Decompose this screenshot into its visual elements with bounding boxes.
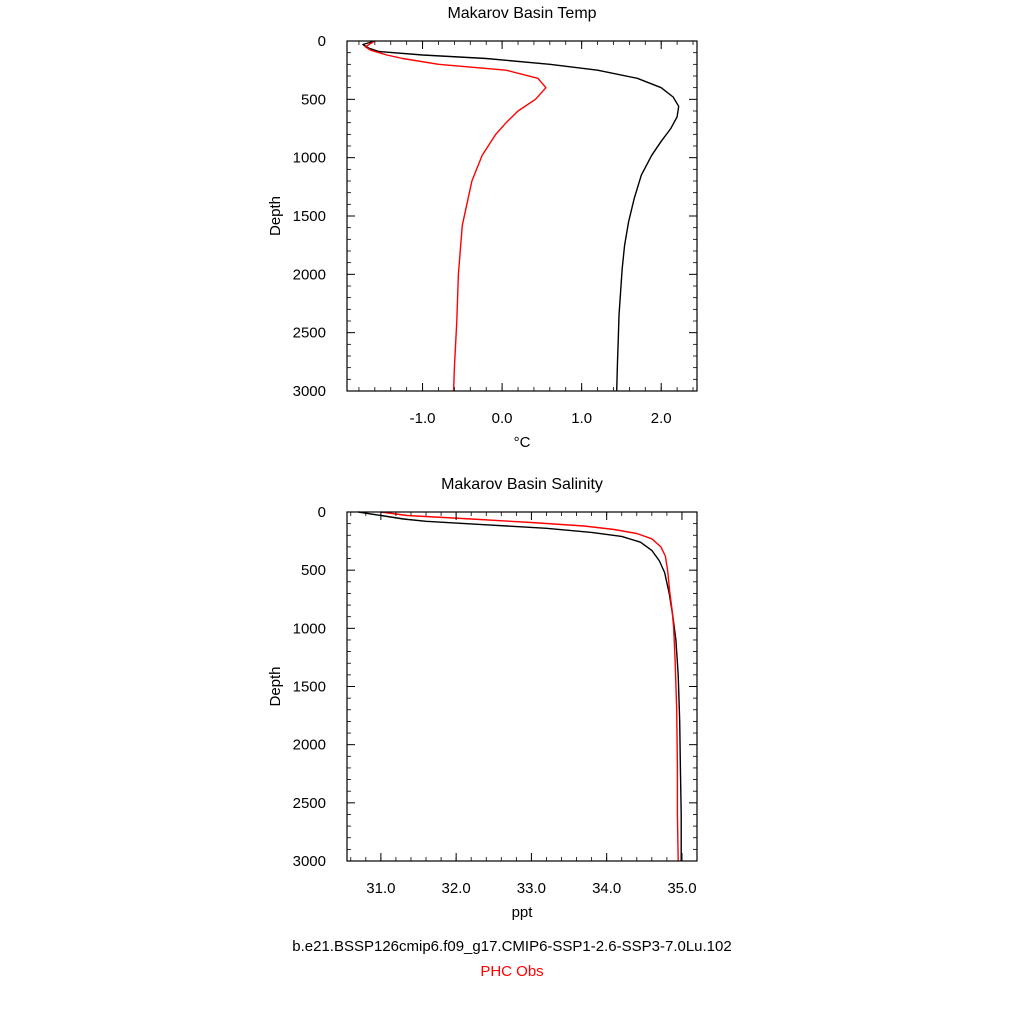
chart-title: Makarov Basin Temp <box>447 5 596 22</box>
y-tick-label: 2500 <box>293 325 326 342</box>
obs-label: PHC Obs <box>480 963 544 980</box>
y-tick-label: 3000 <box>293 853 326 870</box>
y-tick-label: 1500 <box>293 679 326 696</box>
x-axis-label: °C <box>514 434 531 451</box>
x-tick-label: 35.0 <box>667 880 696 897</box>
chart-title: Makarov Basin Salinity <box>441 476 603 493</box>
series-line-1 <box>364 40 547 392</box>
x-tick-label: 31.0 <box>366 880 395 897</box>
y-tick-label: 0 <box>318 504 326 521</box>
temperature-panel: -1.0 0.0 1.0 2.0 0 500 1000 1500 2000 2500 3000 Mak… <box>267 5 698 451</box>
y-axis-label: Depth <box>267 666 284 706</box>
salinity-panel: 31.0 32.0 33.0 34.0 35.0 0 500 1000 1500 2000 2500… <box>267 476 698 921</box>
series-line-0 <box>358 511 682 861</box>
series-line-0 <box>362 40 680 392</box>
y-axis-label: Depth <box>267 196 284 236</box>
x-tick-label: 33.0 <box>517 880 546 897</box>
x-tick-label: 0.0 <box>492 410 513 427</box>
x-tick-label: 32.0 <box>442 880 471 897</box>
y-tick-label: 3000 <box>293 383 326 400</box>
y-tick-label: 500 <box>301 562 326 579</box>
x-tick-label: 2.0 <box>651 410 672 427</box>
x-tick-label: 34.0 <box>592 880 621 897</box>
series-line-1 <box>380 511 679 862</box>
y-tick-label: 1500 <box>293 208 326 225</box>
plot-frame <box>346 40 698 392</box>
y-tick-label: 0 <box>318 33 326 50</box>
y-tick-label: 500 <box>301 91 326 108</box>
y-tick-label: 1000 <box>293 150 326 167</box>
plot-frame <box>346 511 698 862</box>
y-tick-label: 1000 <box>293 620 326 637</box>
x-axis-label: ppt <box>512 904 534 921</box>
x-tick-label: 1.0 <box>571 410 592 427</box>
y-tick-label: 2500 <box>293 795 326 812</box>
case-label: b.e21.BSSP126cmip6.f09_g17.CMIP6-SSP1-2.… <box>292 938 732 955</box>
y-tick-label: 2000 <box>293 737 326 754</box>
x-tick-label: -1.0 <box>410 410 436 427</box>
y-tick-label: 2000 <box>293 266 326 283</box>
